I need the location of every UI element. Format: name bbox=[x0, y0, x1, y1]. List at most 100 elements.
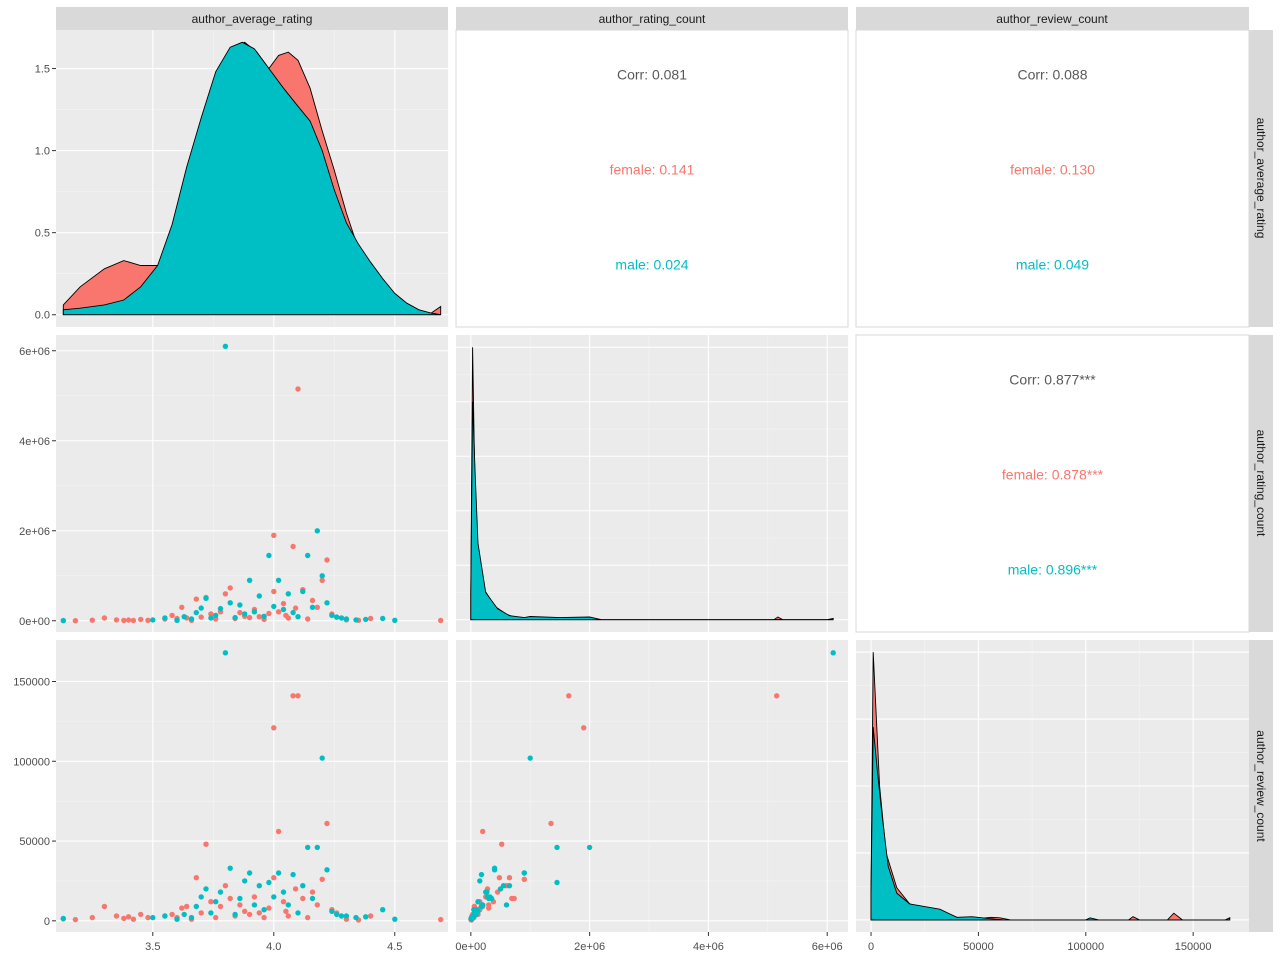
point-male bbox=[353, 914, 359, 921]
point-female bbox=[251, 894, 258, 900]
point-male bbox=[261, 907, 267, 913]
point-male bbox=[324, 867, 330, 873]
y-tick-label: 50000 bbox=[19, 836, 50, 848]
point-male bbox=[222, 343, 229, 349]
point-female bbox=[266, 610, 272, 617]
point-female bbox=[324, 557, 330, 563]
density-male-0-0 bbox=[62, 41, 441, 316]
point-male bbox=[554, 879, 560, 886]
point-female bbox=[203, 841, 209, 847]
point-male bbox=[198, 894, 204, 900]
point-female bbox=[261, 914, 267, 921]
point-male bbox=[188, 616, 195, 622]
point-male bbox=[203, 886, 209, 892]
point-female bbox=[295, 386, 301, 392]
y-tick-label-density: 1.0 bbox=[35, 146, 50, 158]
point-female bbox=[438, 617, 444, 624]
point-male bbox=[203, 595, 209, 601]
point-male bbox=[181, 614, 187, 620]
point-male bbox=[256, 883, 262, 889]
corr-text-female-1: female: 0.130 bbox=[1010, 162, 1095, 178]
point-male bbox=[486, 895, 492, 902]
point-male bbox=[208, 615, 214, 621]
point-female bbox=[138, 616, 144, 623]
point-male bbox=[338, 615, 345, 621]
y-tick-label: 2e+06 bbox=[19, 526, 50, 538]
x-tick-label: 4.0 bbox=[266, 941, 281, 953]
point-female bbox=[193, 596, 199, 602]
point-female bbox=[222, 591, 229, 597]
point-female bbox=[237, 609, 243, 616]
point-female bbox=[581, 725, 587, 731]
point-male bbox=[475, 899, 481, 905]
x-tick-label: 2e+06 bbox=[574, 941, 605, 953]
point-male bbox=[334, 614, 340, 620]
x-tick-label: 6e+06 bbox=[812, 941, 843, 953]
point-female bbox=[246, 614, 253, 621]
point-male bbox=[227, 600, 233, 606]
point-female bbox=[271, 588, 277, 595]
x-tick-label: 150000 bbox=[1175, 941, 1212, 953]
y-tick-label-density: 0.0 bbox=[35, 310, 50, 322]
point-male bbox=[309, 604, 316, 610]
point-female bbox=[169, 911, 175, 918]
point-male bbox=[338, 913, 345, 919]
y-tick-label: 6e+06 bbox=[19, 346, 50, 358]
point-male bbox=[285, 591, 291, 597]
point-male bbox=[261, 613, 267, 619]
point-female bbox=[275, 828, 282, 835]
point-female bbox=[290, 693, 296, 699]
strip-right-2-label: author_review_count bbox=[1254, 730, 1268, 842]
point-female bbox=[237, 902, 243, 908]
point-male bbox=[527, 755, 533, 761]
axis-labels: 0.0 0.5 1.0 1.5 3.5 4.0 4.5 0e+00 2e+06 4e+06 6e+0… bbox=[13, 64, 1211, 953]
point-female bbox=[256, 614, 262, 620]
point-female bbox=[271, 532, 277, 538]
density-male-2-2 bbox=[870, 727, 1231, 921]
point-male bbox=[181, 911, 187, 918]
point-female bbox=[246, 911, 253, 918]
point-male bbox=[174, 916, 180, 922]
point-female bbox=[280, 899, 287, 905]
point-male bbox=[380, 907, 386, 913]
point-female bbox=[290, 543, 296, 550]
point-female bbox=[138, 911, 144, 918]
point-male bbox=[271, 894, 277, 900]
point-female bbox=[305, 616, 311, 622]
point-male bbox=[266, 552, 272, 559]
top-strips: author_average_rating author_rating_coun… bbox=[56, 7, 1249, 30]
corr-text-overall-2: Corr: 0.877*** bbox=[1009, 372, 1096, 388]
strip-right-0-label: author_average_rating bbox=[1254, 118, 1268, 239]
point-male bbox=[506, 883, 513, 889]
point-male bbox=[198, 605, 204, 611]
strip-right-0 bbox=[1249, 30, 1273, 327]
point-male bbox=[213, 612, 219, 619]
point-female bbox=[227, 895, 233, 902]
point-female bbox=[256, 910, 262, 916]
point-female bbox=[300, 895, 306, 902]
point-female bbox=[521, 876, 527, 882]
point-male bbox=[324, 600, 330, 606]
point-male bbox=[242, 611, 248, 617]
point-male bbox=[483, 889, 489, 895]
panel-bg-1-0 bbox=[56, 335, 448, 632]
point-female bbox=[438, 916, 444, 923]
point-female bbox=[309, 597, 316, 604]
x-tick-label: 4e+06 bbox=[693, 941, 724, 953]
point-male bbox=[285, 902, 291, 908]
point-male bbox=[217, 889, 224, 895]
point-male bbox=[329, 612, 335, 619]
point-male bbox=[237, 895, 243, 902]
point-male bbox=[521, 870, 527, 876]
point-female bbox=[324, 820, 330, 827]
point-female bbox=[198, 614, 204, 620]
point-male bbox=[290, 609, 296, 616]
point-female bbox=[179, 905, 185, 911]
panel-bg-2-1 bbox=[456, 640, 848, 932]
y-tick-label-density: 0.5 bbox=[35, 228, 50, 240]
point-female bbox=[367, 913, 374, 919]
point-female bbox=[89, 617, 96, 623]
point-male bbox=[380, 615, 386, 622]
point-male bbox=[343, 616, 350, 622]
strip-right-1 bbox=[1249, 335, 1273, 632]
